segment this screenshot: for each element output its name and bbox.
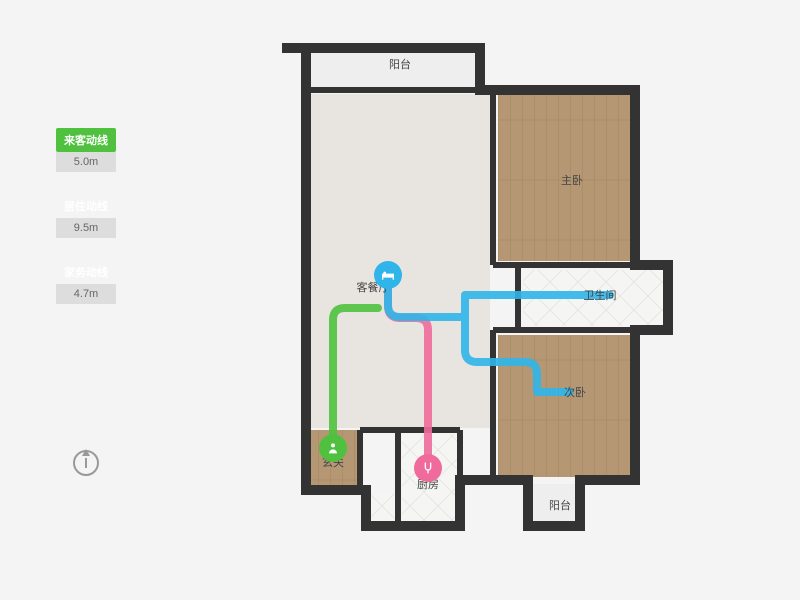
bed-marker-icon (374, 261, 402, 289)
room-label: 阳台 (389, 56, 411, 72)
compass-icon (73, 450, 99, 476)
legend-label: 居住动线 (56, 194, 116, 218)
legend-item-chore: 家务动线 4.7m (56, 260, 116, 304)
legend-item-guest: 来客动线 5.0m (56, 128, 116, 172)
floorplan: 阳台主卧客餐厅卫生间次卧玄关厨房阳台 (270, 30, 675, 570)
legend: 来客动线 5.0m 居住动线 9.5m 家务动线 4.7m (56, 128, 116, 326)
room-label: 次卧 (564, 384, 586, 400)
floor-wood (498, 335, 632, 477)
entry-marker-icon (319, 434, 347, 462)
legend-value: 9.5m (56, 218, 116, 238)
legend-value: 5.0m (56, 152, 116, 172)
room-label: 主卧 (561, 172, 583, 188)
legend-label: 家务动线 (56, 260, 116, 284)
legend-item-living: 居住动线 9.5m (56, 194, 116, 238)
legend-label: 来客动线 (56, 128, 116, 152)
kitchen-marker-icon (414, 454, 442, 482)
legend-value: 4.7m (56, 284, 116, 304)
room-label: 卫生间 (584, 287, 617, 303)
floor-tile (366, 494, 400, 524)
room-label: 阳台 (549, 497, 571, 513)
